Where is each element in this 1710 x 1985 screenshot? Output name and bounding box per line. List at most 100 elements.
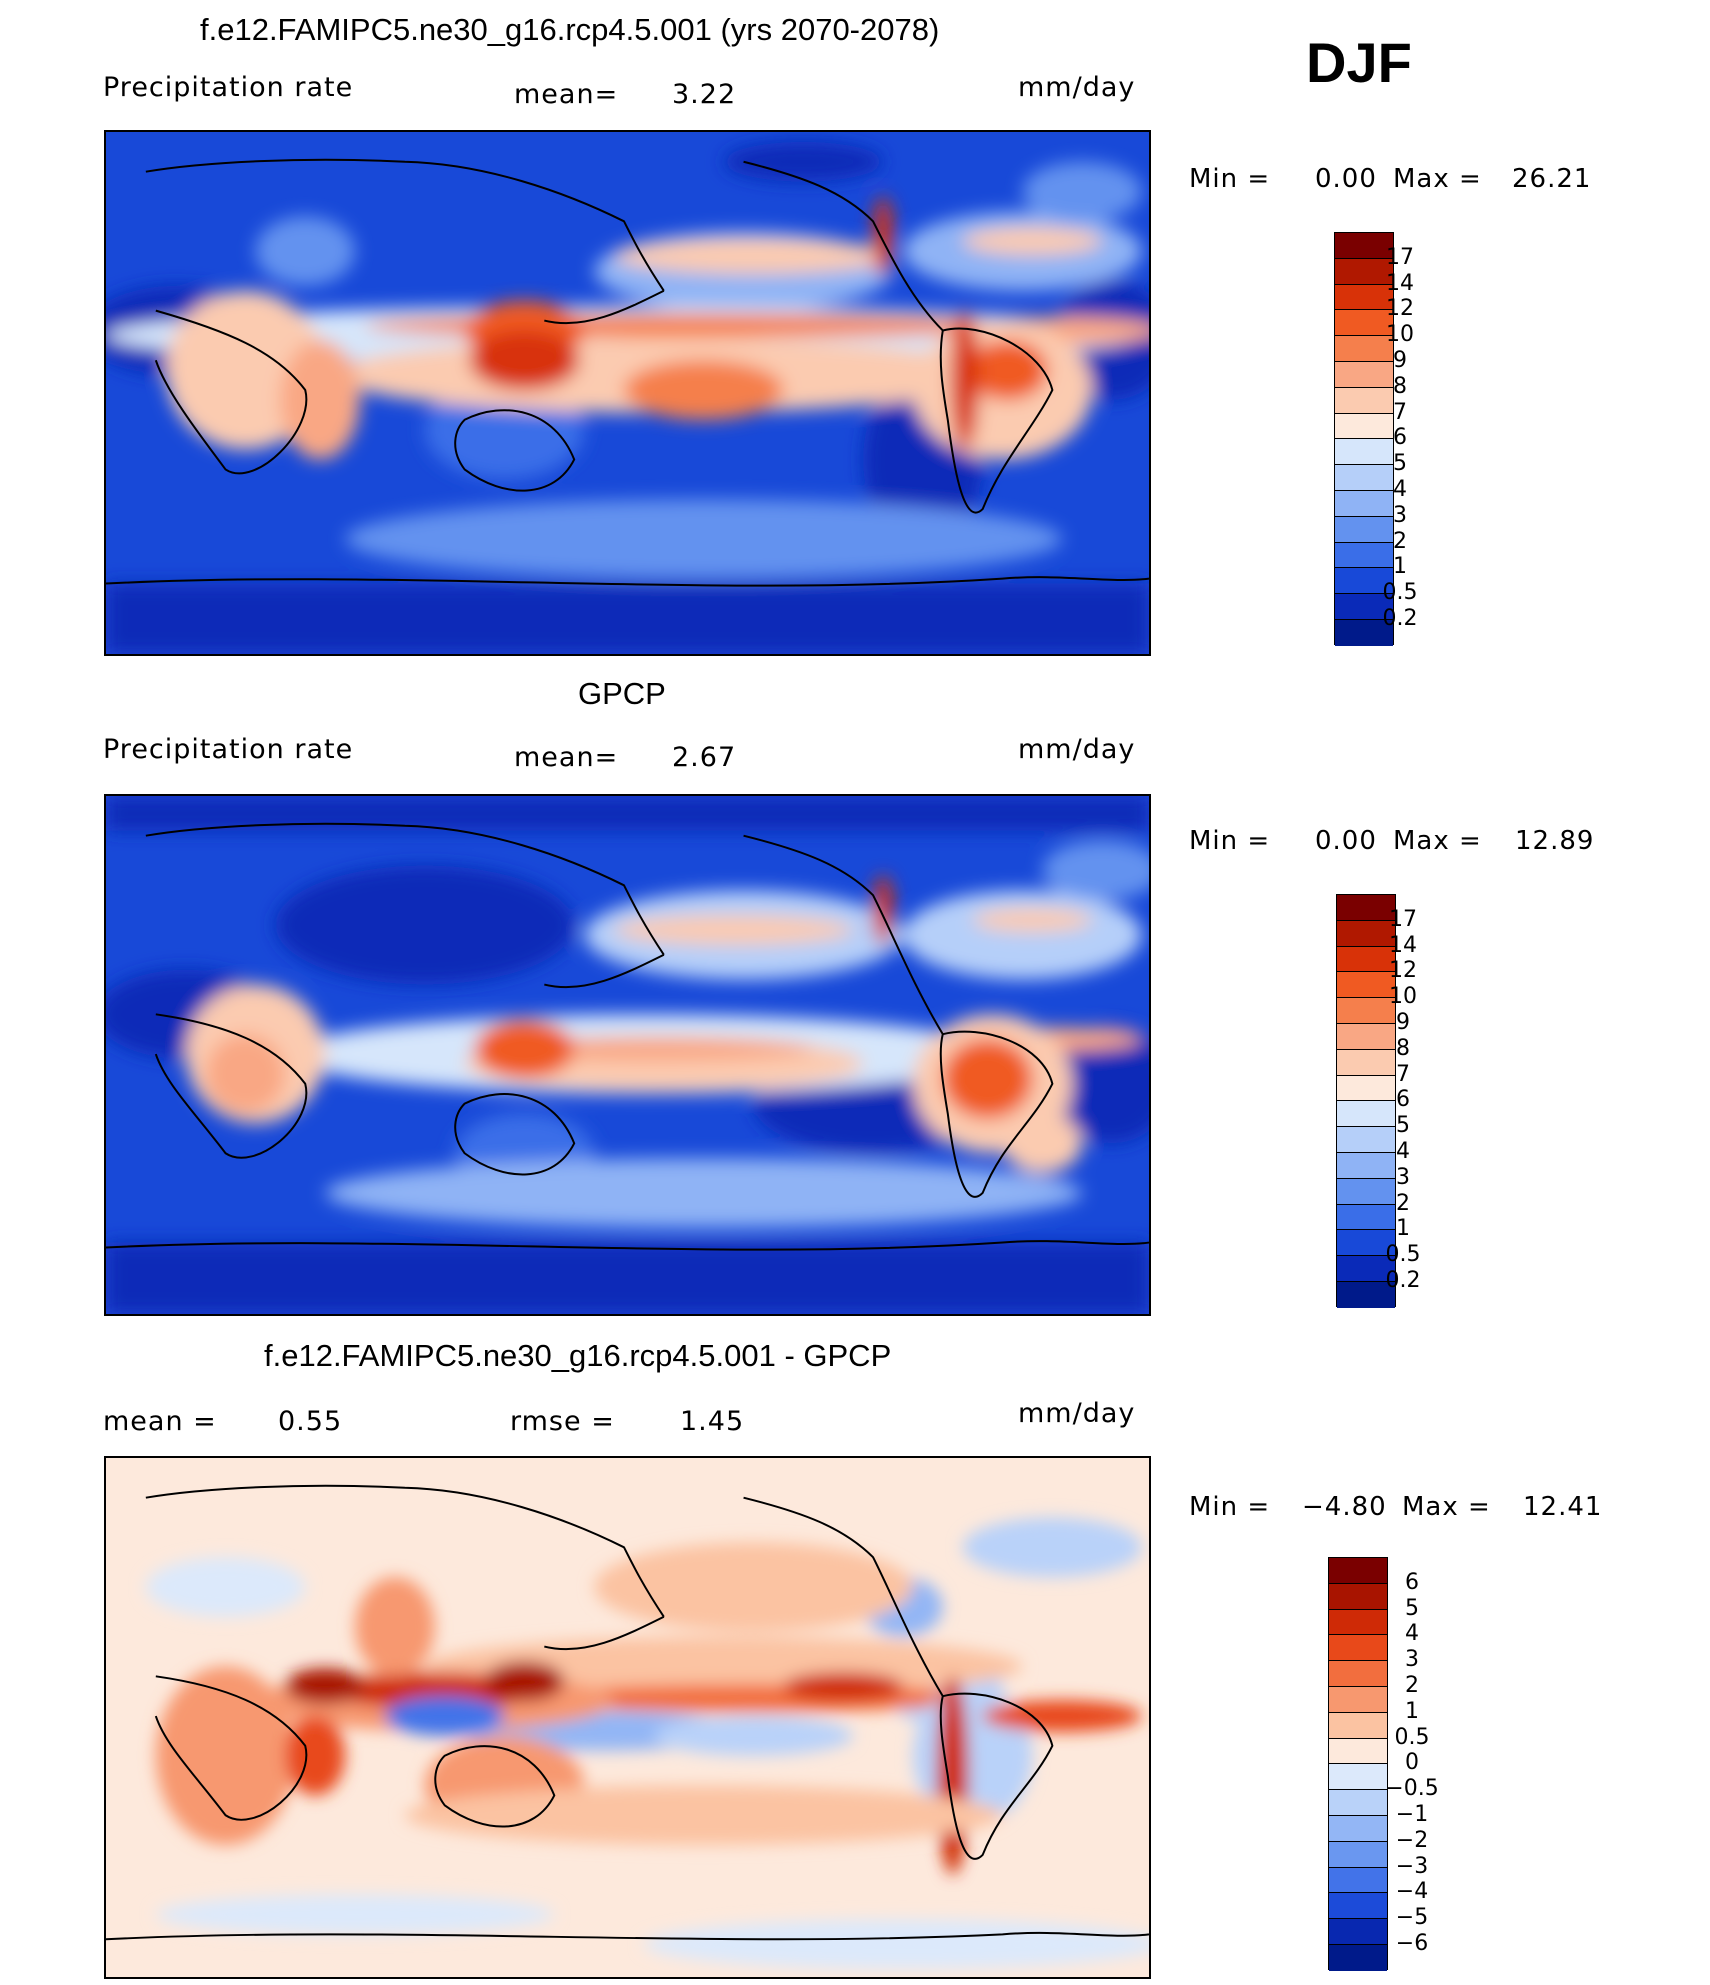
colorbar-label: 6 bbox=[1393, 425, 1407, 451]
colorbar-label: 8 bbox=[1396, 1035, 1410, 1061]
colorbar-label: 5 bbox=[1393, 451, 1407, 477]
colorbar-swatch bbox=[1337, 1230, 1395, 1257]
colorbar-swatch bbox=[1335, 542, 1393, 569]
panel2-variable: Precipitation rate bbox=[103, 734, 354, 765]
colorbar-swatch bbox=[1335, 465, 1393, 491]
colorbar-swatch bbox=[1329, 1893, 1387, 1920]
colorbar-swatch bbox=[1337, 1049, 1395, 1076]
panel2-title: GPCP bbox=[578, 676, 666, 711]
colorbar-label: 2 bbox=[1396, 1190, 1410, 1216]
colorbar-label: 12 bbox=[1386, 296, 1414, 322]
panel3-units: mm/day bbox=[1018, 1398, 1136, 1429]
colorbar-swatch bbox=[1335, 258, 1393, 285]
colorbar-label: −4 bbox=[1395, 1879, 1429, 1905]
colorbar-swatch bbox=[1335, 439, 1393, 466]
panel3-max-value: 12.41 bbox=[1523, 1492, 1603, 1522]
panel1-title: f.e12.FAMIPC5.ne30_g16.rcp4.5.001 (yrs 2… bbox=[200, 12, 940, 47]
panel1-mean-value: 3.22 bbox=[672, 79, 737, 110]
panel2-map bbox=[104, 794, 1151, 1316]
colorbar-swatch bbox=[1329, 1738, 1387, 1765]
colorbar-swatch bbox=[1337, 1101, 1395, 1128]
colorbar-label: 0.5 bbox=[1385, 1242, 1421, 1268]
season-label: DJF bbox=[1306, 31, 1412, 94]
panel2-min-value: 0.00 bbox=[1315, 826, 1377, 856]
colorbar-label: 17 bbox=[1386, 244, 1414, 270]
colorbar-label: 1 bbox=[1405, 1698, 1419, 1724]
colorbar-swatch bbox=[1335, 361, 1393, 388]
panel3-mean-value: 0.55 bbox=[278, 1406, 343, 1437]
colorbar-swatch bbox=[1337, 1127, 1395, 1153]
panel1-max-label: Max = bbox=[1393, 164, 1482, 194]
panel3-rmse-value: 1.45 bbox=[680, 1406, 745, 1437]
colorbar-label: 2 bbox=[1393, 528, 1407, 554]
colorbar-label: 1 bbox=[1393, 554, 1407, 580]
colorbar-swatch bbox=[1335, 336, 1393, 362]
panel2-mean-label: mean= bbox=[514, 742, 619, 773]
colorbar-label: 0.2 bbox=[1382, 606, 1418, 631]
colorbar-swatch bbox=[1335, 594, 1393, 620]
colorbar-label: 17 bbox=[1389, 906, 1417, 932]
colorbar-label: 1 bbox=[1396, 1216, 1410, 1242]
colorbar-label: 2 bbox=[1405, 1673, 1419, 1698]
colorbar-swatch bbox=[1337, 998, 1395, 1024]
colorbar-swatch bbox=[1337, 1204, 1395, 1231]
colorbar-swatch bbox=[1329, 1635, 1387, 1662]
colorbar-label: 6 bbox=[1396, 1087, 1410, 1113]
colorbar-label: 12 bbox=[1389, 958, 1417, 984]
colorbar-swatch bbox=[1329, 1609, 1387, 1636]
colorbar-swatch bbox=[1337, 1023, 1395, 1050]
panel3-max-label: Max = bbox=[1402, 1492, 1491, 1522]
colorbar-label: −2 bbox=[1395, 1827, 1429, 1853]
colorbar-label: −0.5 bbox=[1385, 1776, 1439, 1802]
colorbar-swatch bbox=[1337, 972, 1395, 999]
colorbar-label: 6 bbox=[1405, 1569, 1419, 1595]
colorbar-swatch bbox=[1337, 946, 1395, 973]
panel2-mean-value: 2.67 bbox=[672, 742, 737, 773]
colorbar-swatch bbox=[1337, 1256, 1395, 1282]
colorbar-label: 5 bbox=[1396, 1113, 1410, 1139]
colorbar-label: 10 bbox=[1386, 322, 1414, 348]
colorbar-swatch bbox=[1335, 619, 1393, 646]
colorbar-label: 4 bbox=[1405, 1621, 1419, 1647]
colorbar-label: 14 bbox=[1386, 270, 1414, 296]
panel2-max-label: Max = bbox=[1393, 826, 1482, 856]
panel3-mean-label: mean = bbox=[103, 1406, 217, 1437]
colorbar-swatch bbox=[1329, 1944, 1387, 1971]
colorbar-label: 4 bbox=[1393, 477, 1407, 502]
colorbar-label: 3 bbox=[1393, 502, 1407, 528]
colorbar-label: 7 bbox=[1396, 1061, 1410, 1087]
panel1-min-value: 0.00 bbox=[1315, 164, 1377, 194]
colorbar-boxes bbox=[1334, 232, 1394, 646]
colorbar-label: −6 bbox=[1395, 1931, 1429, 1956]
colorbar-label: 10 bbox=[1389, 984, 1417, 1010]
colorbar-label: 3 bbox=[1405, 1647, 1419, 1673]
colorbar-swatch bbox=[1329, 1841, 1387, 1868]
colorbar-swatch bbox=[1337, 1178, 1395, 1205]
colorbar-label: 14 bbox=[1389, 932, 1417, 958]
colorbar-swatch bbox=[1335, 233, 1393, 259]
panel3-min-label: Min = bbox=[1189, 1492, 1271, 1522]
colorbar-swatch bbox=[1335, 310, 1393, 337]
colorbar-label: 0.5 bbox=[1394, 1724, 1430, 1750]
colorbar-label: 9 bbox=[1396, 1010, 1410, 1035]
colorbar-swatch bbox=[1329, 1558, 1387, 1584]
colorbar-label: 3 bbox=[1396, 1164, 1410, 1190]
panel3-map bbox=[104, 1456, 1151, 1979]
colorbar-swatch bbox=[1329, 1712, 1387, 1739]
colorbar-swatch bbox=[1335, 568, 1393, 595]
colorbar-boxes bbox=[1328, 1557, 1388, 1971]
colorbar-label: 7 bbox=[1393, 399, 1407, 425]
colorbar-swatch bbox=[1337, 1152, 1395, 1179]
colorbar-swatch bbox=[1335, 284, 1393, 311]
colorbar-label: 5 bbox=[1405, 1595, 1419, 1621]
colorbar-label: 0.5 bbox=[1382, 580, 1418, 606]
colorbar-swatch bbox=[1335, 413, 1393, 440]
colorbar-swatch bbox=[1335, 490, 1393, 517]
panel1-mean-label: mean= bbox=[514, 79, 619, 110]
colorbar-label: 0.2 bbox=[1385, 1268, 1421, 1293]
colorbar-label: 9 bbox=[1393, 348, 1407, 373]
colorbar-swatch bbox=[1329, 1661, 1387, 1687]
panel1-units: mm/day bbox=[1018, 72, 1136, 103]
colorbar-swatch bbox=[1329, 1790, 1387, 1816]
panel3-title: f.e12.FAMIPC5.ne30_g16.rcp4.5.001 - GPCP bbox=[264, 1338, 892, 1373]
